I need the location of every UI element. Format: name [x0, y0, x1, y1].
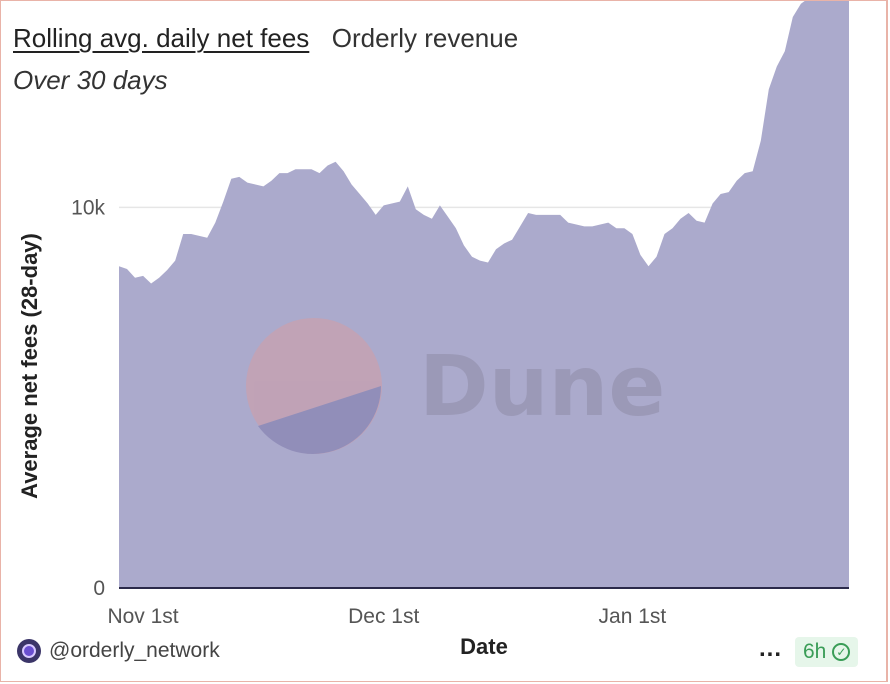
visualization-name: Orderly revenue: [331, 23, 519, 53]
chart-header: Rolling avg. daily net fees Orderly reve…: [13, 23, 518, 54]
query-title-link[interactable]: Rolling avg. daily net fees: [13, 23, 310, 53]
x-axis-ticks: Nov 1st Dec 1st Jan 1st: [107, 605, 666, 628]
chart-period: Over 30 days: [13, 65, 168, 95]
x-tick-label: Jan 1st: [599, 605, 667, 628]
author-name: @orderly_network: [49, 639, 220, 662]
dune-watermark: Dune: [246, 318, 665, 455]
watermark-logo-wedge: [258, 386, 381, 455]
y-axis-title: Average net fees (28-day): [17, 233, 42, 499]
series-area: [119, 1, 849, 588]
author-avatar: [17, 639, 41, 663]
y-tick-label: 0: [93, 577, 105, 600]
check-circle-icon: ✓: [832, 643, 851, 661]
y-tick-label: 10k: [71, 196, 105, 219]
watermark-text: Dune: [419, 337, 665, 435]
author-link[interactable]: @orderly_network: [17, 639, 220, 663]
freshness-label: 6h: [803, 640, 827, 663]
x-axis-title: Date: [460, 634, 508, 659]
x-tick-label: Nov 1st: [107, 605, 178, 628]
y-axis-ticks: 0 10k: [71, 196, 105, 600]
x-tick-label: Dec 1st: [348, 605, 419, 628]
freshness-badge[interactable]: 6h ✓: [795, 637, 859, 667]
more-options-button[interactable]: ...: [759, 635, 783, 662]
